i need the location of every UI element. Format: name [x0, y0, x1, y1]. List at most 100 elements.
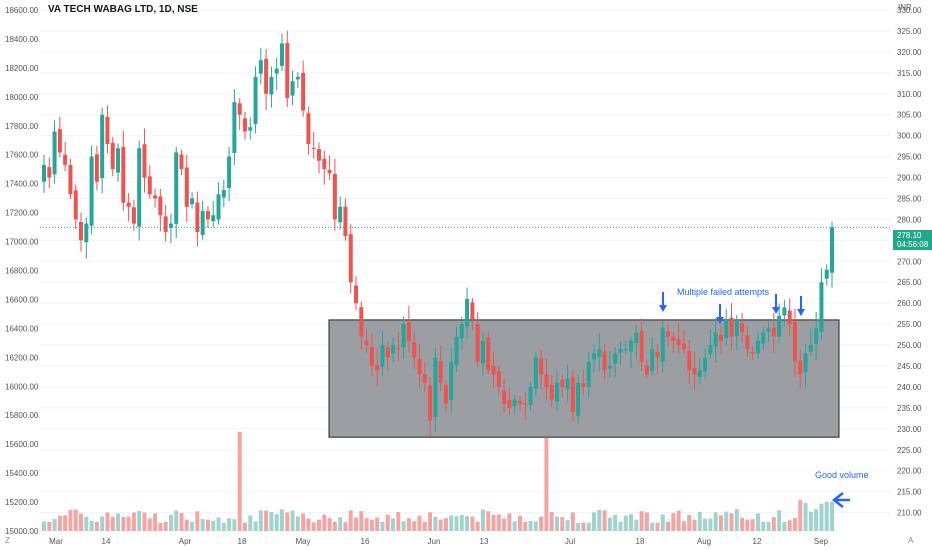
- volume-bar: [533, 521, 538, 531]
- candle-body: [274, 68, 279, 74]
- volume-bar: [560, 517, 565, 531]
- candle-body: [755, 340, 760, 354]
- volume-bar: [629, 514, 634, 531]
- right-tick-label: 285.00: [897, 194, 922, 203]
- right-tick-label: 220.00: [897, 467, 922, 476]
- candle-body: [348, 234, 353, 283]
- volume-bar: [570, 512, 575, 531]
- candle-body: [660, 328, 665, 362]
- candle-body: [449, 361, 454, 400]
- volume-bar: [322, 514, 327, 531]
- volume-bar: [401, 521, 406, 531]
- candle-body: [623, 349, 628, 351]
- volume-bar: [348, 510, 353, 531]
- volume-bar: [734, 509, 739, 531]
- candle-body: [200, 211, 205, 235]
- candle-body: [486, 337, 491, 371]
- left-tick-label: 15600.00: [5, 440, 39, 449]
- volume-bar: [147, 518, 152, 531]
- candle-body: [269, 77, 274, 95]
- volume-bar: [110, 516, 115, 531]
- candle-body: [52, 131, 57, 175]
- auto-scale-button[interactable]: A: [908, 536, 914, 545]
- candlesticks: [42, 30, 834, 437]
- candle-body: [782, 307, 787, 316]
- candle-body: [116, 148, 121, 173]
- volume-bar: [465, 516, 470, 531]
- volume-bar: [232, 519, 237, 531]
- candle-body: [750, 352, 755, 354]
- volume-bar: [724, 511, 729, 531]
- volume-bar: [274, 514, 279, 531]
- volume-bar: [84, 516, 89, 531]
- timezone-button[interactable]: Z: [5, 536, 10, 545]
- volume-bar: [52, 519, 57, 531]
- candle-body: [512, 399, 517, 407]
- volume-bar: [137, 510, 142, 531]
- candle-body: [184, 167, 189, 207]
- candle-body: [227, 156, 232, 188]
- candle-body: [792, 321, 797, 362]
- right-tick-label: 320.00: [897, 48, 922, 57]
- candle-body: [242, 118, 247, 132]
- volume-bar: [364, 518, 369, 531]
- volume-bar: [740, 517, 745, 531]
- volume-bar: [708, 518, 713, 531]
- volume-bar: [221, 522, 226, 531]
- right-tick-label: 260.00: [897, 299, 922, 308]
- symbol-title[interactable]: VA TECH WABAG LTD, 1D, NSE: [48, 4, 198, 15]
- x-tick-label: Mar: [49, 537, 63, 546]
- candle-body: [153, 195, 158, 199]
- candle-body: [819, 282, 824, 332]
- volume-bar: [105, 512, 110, 531]
- volume-bar: [687, 514, 692, 531]
- volume-bar: [116, 513, 121, 531]
- candle-body: [803, 353, 808, 373]
- volume-bar: [824, 501, 829, 531]
- volume-bar: [285, 512, 290, 531]
- volume-bar: [211, 520, 216, 531]
- candle-body: [671, 336, 676, 341]
- candle-body: [576, 382, 581, 416]
- candle-body: [174, 152, 179, 224]
- candle-body: [470, 302, 475, 320]
- volume-bar: [94, 521, 99, 531]
- candle-body: [375, 364, 380, 371]
- candle-body: [216, 194, 221, 220]
- volume-bar: [301, 513, 306, 531]
- candle-body: [528, 386, 533, 405]
- candle-body: [554, 382, 559, 402]
- candle-body: [264, 58, 269, 94]
- candle-body: [713, 332, 718, 347]
- candle-body: [438, 361, 443, 383]
- volume-bar: [57, 516, 62, 531]
- volume-bar: [576, 522, 581, 531]
- candle-body: [89, 156, 94, 226]
- volume-bar: [666, 521, 671, 531]
- volume-bar: [412, 521, 417, 531]
- candle-body: [47, 167, 52, 178]
- candle-body: [385, 347, 390, 358]
- candle-body: [570, 376, 575, 413]
- left-tick-label: 16200.00: [5, 353, 39, 362]
- volume-bar: [792, 518, 797, 531]
- down-arrow-icon: [716, 317, 724, 324]
- volume-bar: [47, 521, 52, 531]
- volume-bar: [623, 515, 628, 531]
- right-tick-label: 270.00: [897, 257, 922, 266]
- volume-bar: [639, 511, 644, 531]
- candle-body: [94, 154, 99, 182]
- down-arrow-icon: [659, 305, 667, 312]
- candle-body: [354, 285, 359, 304]
- volume-bar: [306, 518, 311, 531]
- volume-bar: [729, 513, 734, 531]
- candle-body: [639, 330, 644, 362]
- candle-body: [121, 146, 126, 203]
- candle-body: [412, 342, 417, 358]
- candle-body: [697, 370, 702, 378]
- right-tick-label: 215.00: [897, 488, 922, 497]
- candle-body: [454, 336, 459, 366]
- candle-body: [406, 322, 411, 341]
- volume-bar: [771, 517, 776, 531]
